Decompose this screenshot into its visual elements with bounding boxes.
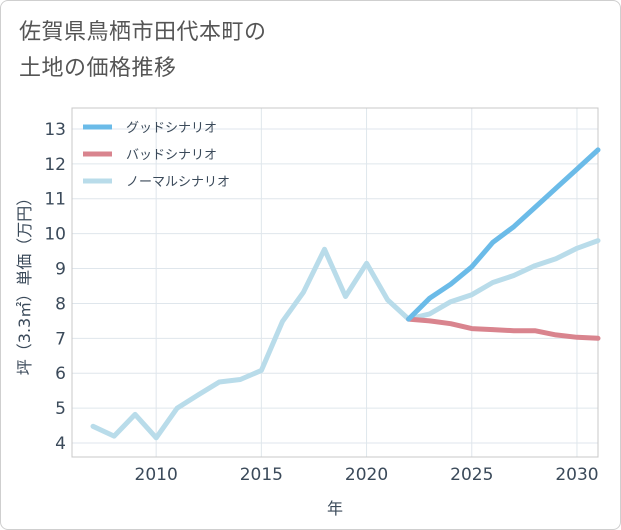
data-point <box>553 256 559 261</box>
series-line <box>406 147 601 322</box>
data-point <box>280 319 285 324</box>
data-point <box>553 186 559 191</box>
data-point <box>574 335 580 340</box>
data-point <box>490 327 495 332</box>
legend-label: ノーマルシナリオ <box>126 175 230 190</box>
data-point <box>427 296 432 301</box>
data-point <box>574 246 580 251</box>
x-tick-label: 2020 <box>345 465 388 485</box>
data-point <box>259 368 264 373</box>
data-point <box>532 205 538 210</box>
data-point <box>406 316 411 322</box>
data-point <box>196 392 201 398</box>
y-tick-label: 10 <box>44 225 66 245</box>
y-tick-label: 6 <box>55 364 66 384</box>
y-tick-label: 4 <box>55 434 66 454</box>
chart-title-line-2: 土地の価格推移 <box>19 56 177 81</box>
series-bad <box>406 316 601 341</box>
series-good <box>406 147 601 322</box>
y-tick-label: 8 <box>55 294 66 314</box>
data-point <box>175 405 180 411</box>
y-tick-label: 9 <box>55 260 66 280</box>
data-point <box>364 261 369 266</box>
x-tick-label: 2025 <box>450 465 493 485</box>
data-point <box>469 326 474 331</box>
data-point <box>90 424 96 429</box>
data-point <box>448 299 453 304</box>
data-point <box>574 166 580 172</box>
data-point <box>553 332 559 338</box>
data-point <box>532 263 538 268</box>
x-tick-label: 2010 <box>135 465 178 485</box>
series-line <box>406 316 601 341</box>
data-point <box>427 311 432 317</box>
data-point <box>595 147 601 153</box>
legend-label: グッドシナリオ <box>126 121 217 136</box>
data-point <box>490 280 495 285</box>
data-point <box>511 224 517 229</box>
series-normal <box>90 238 601 441</box>
data-point <box>490 240 495 245</box>
y-tick-label: 12 <box>44 155 66 175</box>
data-point <box>132 412 138 417</box>
data-point <box>511 273 517 278</box>
y-tick-label: 11 <box>44 190 66 210</box>
data-point <box>448 282 453 287</box>
data-point <box>111 433 117 439</box>
series-layer <box>90 147 601 441</box>
x-axis-label: 年 <box>327 499 343 518</box>
data-point <box>427 318 432 324</box>
data-point <box>301 290 306 295</box>
x-tick-labels: 2010 2015 2020 2025 2030 <box>135 465 599 485</box>
data-point <box>448 321 453 326</box>
data-point <box>511 328 517 333</box>
plot-frame <box>71 107 599 458</box>
data-point <box>595 238 601 243</box>
y-tick-label: 7 <box>55 329 66 349</box>
x-tick-label: 2030 <box>555 465 598 485</box>
data-point <box>238 377 243 382</box>
data-point <box>469 292 474 297</box>
y-tick-label: 5 <box>55 399 66 419</box>
data-point <box>153 435 159 441</box>
data-point <box>595 336 601 341</box>
x-tick-label: 2015 <box>240 465 283 485</box>
chart-title-line-1: 佐賀県鳥栖市田代本町の <box>19 20 267 45</box>
y-axis-label: 坪（3.3㎡）単価（万円） <box>15 190 34 375</box>
y-tick-labels: 4 5 6 7 8 9 10 11 12 13 <box>44 120 66 454</box>
legend-label: バッドシナリオ <box>126 148 217 163</box>
data-point <box>217 379 222 385</box>
data-point <box>343 294 348 299</box>
data-point <box>532 328 538 333</box>
chart-title: 佐賀県鳥栖市田代本町の 土地の価格推移 <box>19 15 267 87</box>
y-tick-label: 13 <box>44 120 66 140</box>
data-point <box>469 264 474 269</box>
data-point <box>322 247 327 252</box>
data-point <box>385 297 390 303</box>
